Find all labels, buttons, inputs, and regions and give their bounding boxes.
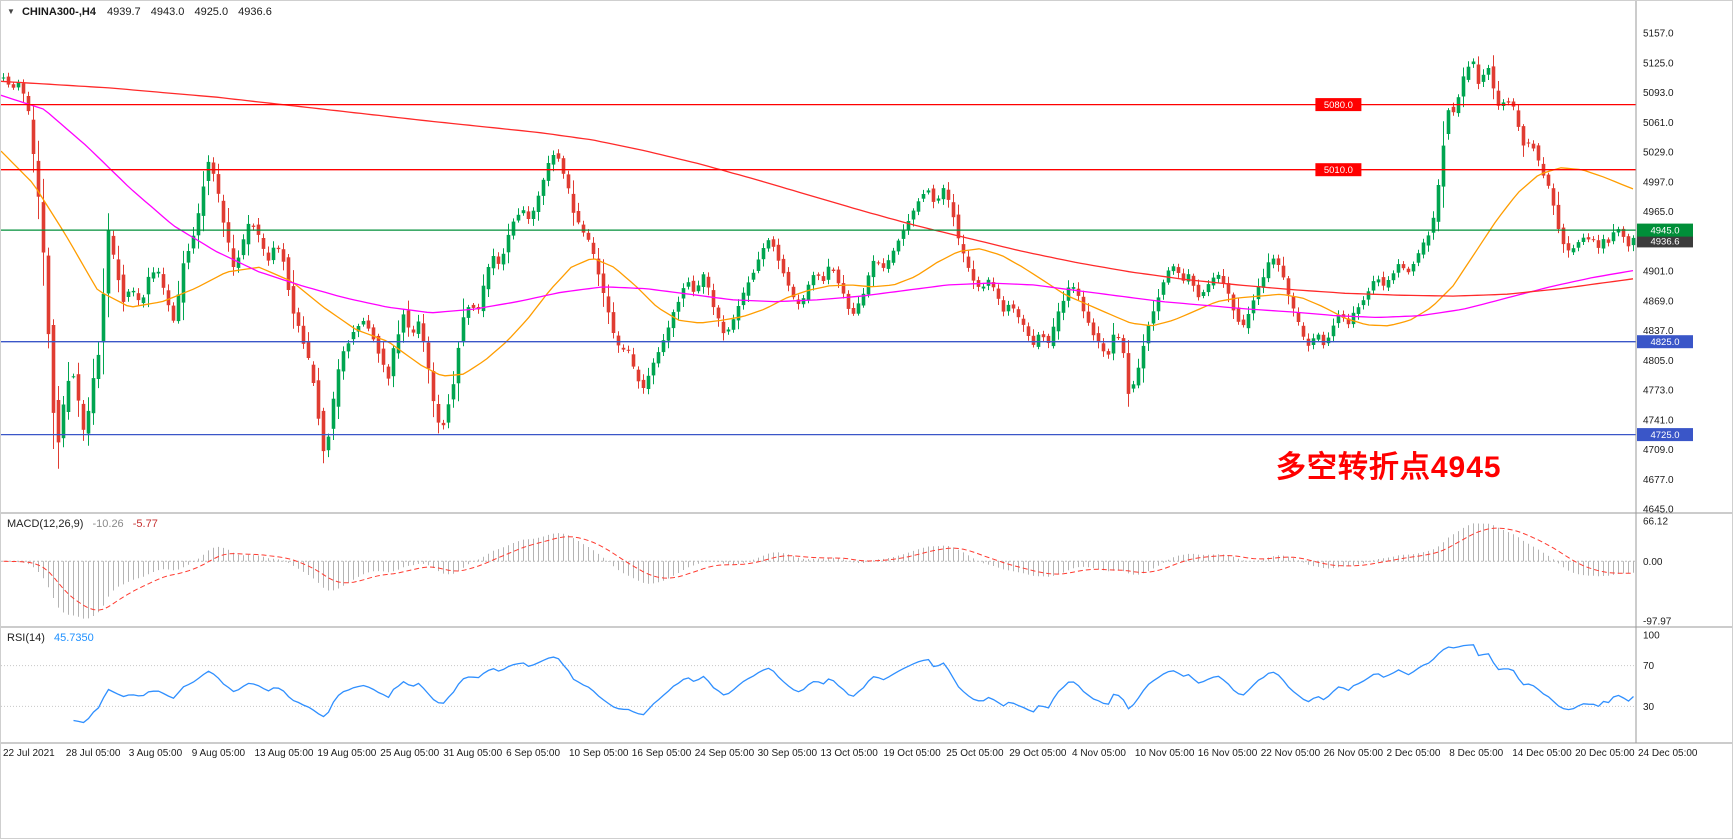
time-axis-label: 24 Sep 05:00	[695, 748, 755, 759]
time-axis-label: 25 Oct 05:00	[946, 748, 1004, 759]
time-axis-label: 25 Aug 05:00	[380, 748, 439, 759]
price-axis-label: 4901.0	[1643, 267, 1674, 278]
rsi-name: RSI(14)	[7, 632, 45, 644]
time-axis-label: 26 Nov 05:00	[1324, 748, 1384, 759]
macd-axis-label: 66.12	[1643, 517, 1668, 528]
svg-text:4825.0: 4825.0	[1650, 337, 1679, 348]
svg-text:4936.6: 4936.6	[1650, 236, 1679, 247]
time-axis-label: 13 Oct 05:00	[821, 748, 879, 759]
candlestick-series	[1, 55, 1636, 469]
level-badge-4725.0[interactable]	[1637, 428, 1693, 442]
level-badge-5080.0[interactable]	[1315, 98, 1362, 112]
price-axis-label: 4741.0	[1643, 415, 1674, 426]
macd-axis-label: -97.97	[1643, 617, 1672, 628]
time-axis-label: 10 Sep 05:00	[569, 748, 629, 759]
time-axis-label: 19 Oct 05:00	[883, 748, 941, 759]
symbol-ohlc-bar: ▼ CHINA300-,H4 4939.7 4943.0 4925.0 4936…	[7, 6, 279, 18]
price-axis-label: 4805.0	[1643, 356, 1674, 367]
price-axis-label: 4677.0	[1643, 475, 1674, 486]
price-axis-label: 5061.0	[1643, 118, 1674, 129]
ohlc-high: 4943.0	[150, 6, 185, 18]
time-axis-label: 28 Jul 05:00	[66, 748, 121, 759]
current-price-badge[interactable]	[1637, 234, 1693, 248]
price-badges[interactable]: 4936.6 5080.0 5010.0 4945.0 4825.0 4725.0	[1315, 98, 1693, 442]
rsi-indicator-label: RSI(14) 45.7350	[7, 632, 94, 644]
symbol-name: CHINA300-,H4	[21, 6, 96, 18]
macd-indicator-label: MACD(12,26,9) -10.26 -5.77	[7, 518, 158, 530]
rsi-axis-label: 100	[1643, 631, 1660, 642]
time-axis-label: 8 Dec 05:00	[1449, 748, 1503, 759]
macd-signal-line	[3, 527, 1634, 611]
time-axis-label: 14 Dec 05:00	[1512, 748, 1572, 759]
rsi-axis-label: 30	[1643, 702, 1655, 713]
price-axis: 5157.0 5125.0 5093.0 5061.0 5029.0 4997.0 4965…	[1643, 29, 1674, 516]
ma-fast-orange	[1, 150, 1634, 377]
macd-axis-label: 0.00	[1643, 557, 1663, 568]
macd-main-value: -10.26	[92, 518, 124, 530]
price-axis-label: 4773.0	[1643, 386, 1674, 397]
ma-mid-magenta	[1, 94, 1634, 319]
price-axis-label: 5093.0	[1643, 88, 1674, 99]
price-axis-label: 4965.0	[1643, 207, 1674, 218]
time-axis-label: 31 Aug 05:00	[443, 748, 502, 759]
svg-text:5080.0: 5080.0	[1324, 100, 1353, 111]
time-axis-label: 19 Aug 05:00	[317, 748, 376, 759]
rsi-value: 45.7350	[53, 632, 94, 644]
price-axis-label: 4645.0	[1643, 505, 1674, 516]
time-axis-label: 30 Sep 05:00	[758, 748, 818, 759]
macd-panel	[1, 523, 1636, 619]
indicator-axes: 66.12 0.00 -97.97 100 70 30	[1643, 517, 1672, 713]
price-axis-label: 4997.0	[1643, 177, 1674, 188]
svg-text:4725.0: 4725.0	[1650, 430, 1679, 441]
horizontal-levels[interactable]	[1, 103, 1636, 436]
time-axis-label: 10 Nov 05:00	[1135, 748, 1195, 759]
macd-signal-value: -5.77	[132, 518, 158, 530]
ma-slow-red	[1, 80, 1634, 297]
time-axis-label: 9 Aug 05:00	[192, 748, 246, 759]
time-axis-label: 16 Nov 05:00	[1198, 748, 1258, 759]
svg-text:4945.0: 4945.0	[1650, 226, 1679, 237]
level-badge-4825.0[interactable]	[1637, 335, 1693, 349]
price-axis-label: 5029.0	[1643, 148, 1674, 159]
ohlc-open: 4939.7	[107, 6, 141, 18]
price-axis-label: 4869.0	[1643, 296, 1674, 307]
annotation-text[interactable]: 多空转折点4945	[1275, 450, 1502, 484]
time-axis: 22 Jul 2021 28 Jul 05:00 3 Aug 05:00 9 Aug …	[3, 748, 1698, 759]
time-axis-label: 22 Jul 2021	[3, 748, 55, 759]
time-axis-label: 3 Aug 05:00	[129, 748, 183, 759]
time-axis-label: 29 Oct 05:00	[1009, 748, 1067, 759]
ohlc-low: 4925.0	[194, 6, 229, 18]
macd-name: MACD(12,26,9)	[7, 518, 84, 530]
price-axis-label: 5125.0	[1643, 58, 1674, 69]
rsi-line	[73, 644, 1634, 724]
dropdown-arrow-icon[interactable]: ▼	[7, 7, 15, 16]
ohlc-close: 4936.6	[238, 6, 272, 18]
time-axis-label: 16 Sep 05:00	[632, 748, 692, 759]
time-axis-label: 20 Dec 05:00	[1575, 748, 1635, 759]
price-axis-label: 4709.0	[1643, 445, 1674, 456]
time-axis-label: 6 Sep 05:00	[506, 748, 560, 759]
level-badge-5010.0[interactable]	[1315, 163, 1362, 177]
rsi-panel	[1, 644, 1636, 724]
level-badge-4945.0[interactable]	[1637, 223, 1693, 237]
time-axis-label: 2 Dec 05:00	[1387, 748, 1441, 759]
svg-text:5010.0: 5010.0	[1324, 165, 1353, 176]
time-axis-label: 13 Aug 05:00	[255, 748, 314, 759]
time-axis-label: 22 Nov 05:00	[1261, 748, 1321, 759]
panel-separators	[1, 1, 1732, 744]
price-axis-label: 4837.0	[1643, 326, 1674, 337]
time-axis-label: 4 Nov 05:00	[1072, 748, 1126, 759]
price-axis-label: 5157.0	[1643, 29, 1674, 40]
rsi-axis-label: 70	[1643, 661, 1655, 672]
time-axis-label: 24 Dec 05:00	[1638, 748, 1698, 759]
